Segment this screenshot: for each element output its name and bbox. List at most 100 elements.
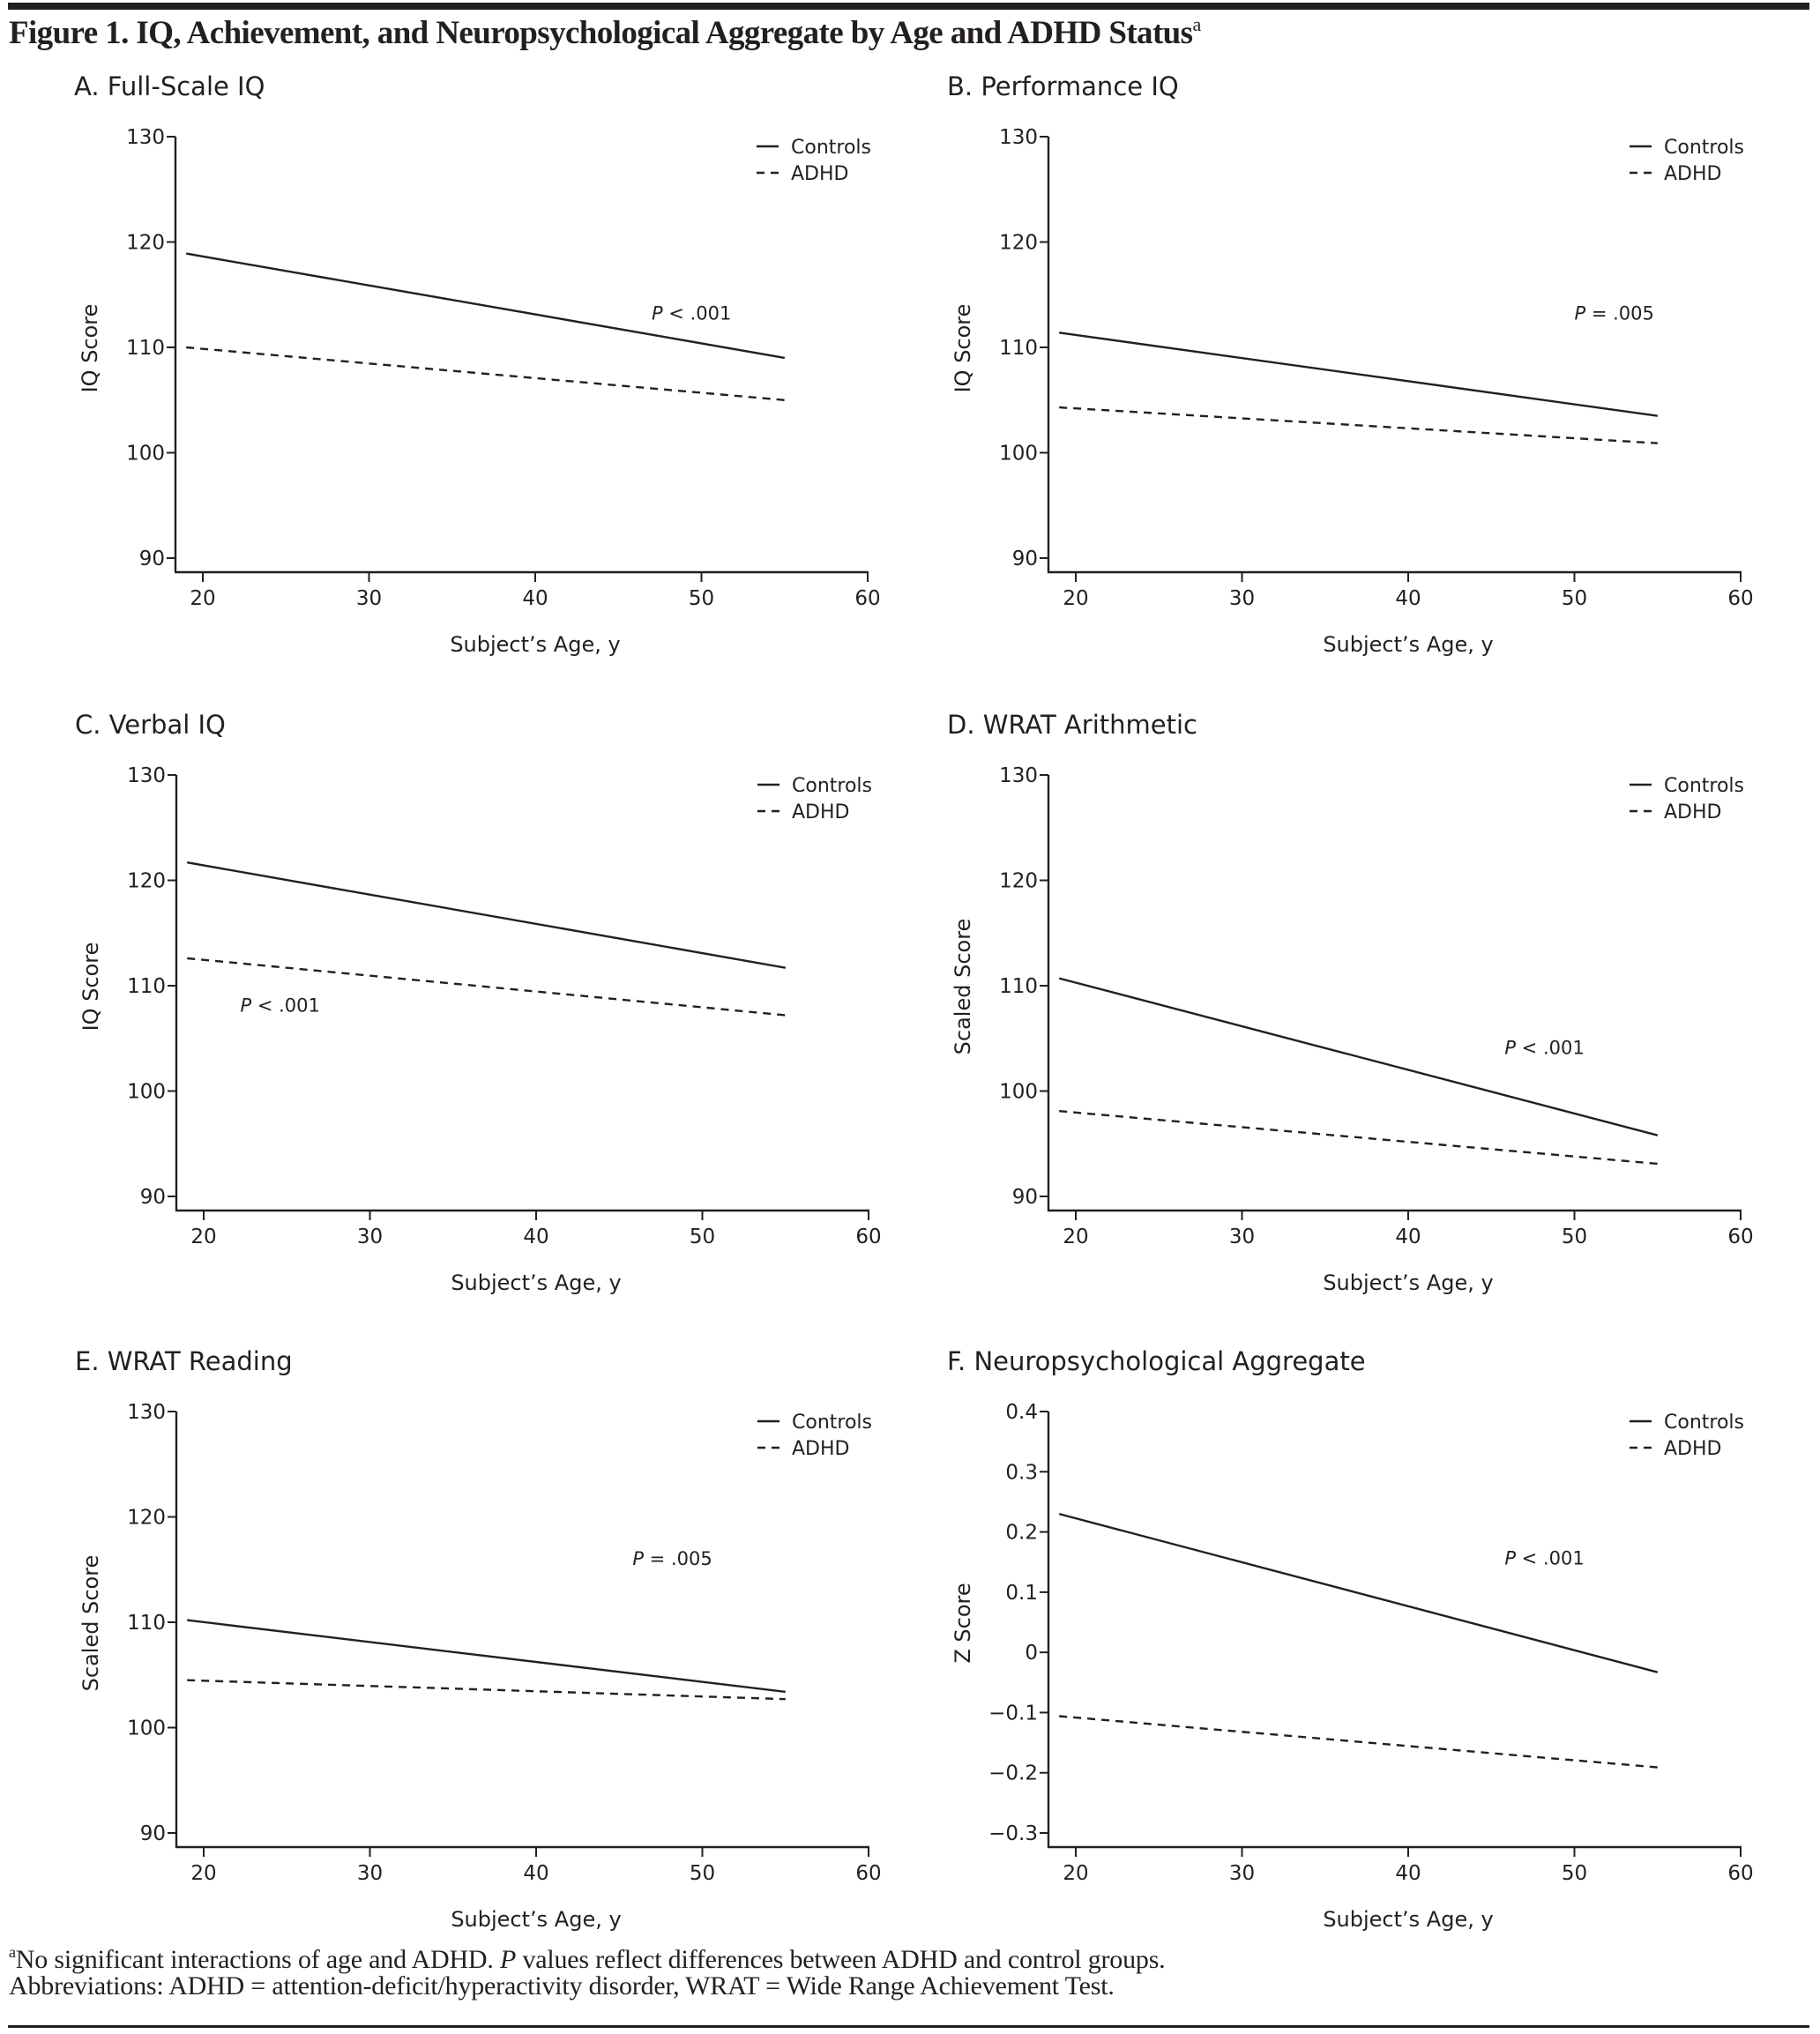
y-tick-label: −0.1 (988, 1702, 1038, 1725)
abbreviations: Abbreviations: ADHD = attention-deficit/… (9, 1971, 1115, 2000)
y-axis-label: Z Score (951, 1583, 975, 1663)
y-tick-label: 120 (126, 232, 165, 255)
series-line-controls (186, 861, 787, 969)
legend-label-adhd: ADHD (1664, 163, 1721, 185)
footnote: aNo significant interactions of age and … (9, 1943, 1166, 1975)
x-axis-label: Subject’s Age, y (451, 1270, 621, 1295)
x-tick-label: 40 (523, 1862, 548, 1885)
p-value-symbol: P (1575, 303, 1586, 324)
y-tick-label: 100 (127, 1717, 166, 1740)
x-tick-label: 60 (855, 1862, 881, 1885)
panel-title: D. WRAT Arithmetic (947, 710, 1197, 740)
p-value-symbol: P (632, 1548, 644, 1569)
y-tick-label: 130 (127, 764, 166, 787)
p-value-text: < .001 (663, 303, 732, 324)
y-tick-label: 0.2 (1005, 1522, 1038, 1545)
panel-e: E. WRAT Reading 90 100 110 120 130 20 30 40 50 60 S… (75, 1346, 882, 1932)
footnote-italic-p: P (500, 1945, 517, 1974)
footnote-text-2: values reflect differences between ADHD … (516, 1945, 1166, 1974)
legend-label-adhd: ADHD (792, 1438, 849, 1460)
x-tick-label: 30 (1229, 1862, 1255, 1885)
y-tick-label: 110 (126, 337, 165, 360)
p-value-annotation: P < .001 (652, 303, 731, 324)
x-tick-label: 50 (1562, 1226, 1587, 1248)
x-axis-label: Subject’s Age, y (1323, 632, 1493, 657)
x-tick-label: 60 (855, 1226, 881, 1248)
series-line-adhd (1059, 1110, 1658, 1166)
panel-title: C. Verbal IQ (75, 710, 226, 740)
p-value-annotation: P < .001 (1504, 1037, 1584, 1058)
x-tick-label: 60 (854, 587, 880, 610)
legend-label-adhd: ADHD (791, 163, 848, 185)
y-tick-label: 110 (127, 1612, 166, 1635)
y-tick-label: 90 (140, 1822, 166, 1845)
x-axis-label: Subject’s Age, y (1323, 1907, 1493, 1932)
legend-label-adhd: ADHD (792, 801, 849, 823)
y-tick-label: 100 (999, 1081, 1038, 1104)
bottom-rule (8, 2025, 1809, 2028)
y-tick-label: 0.4 (1005, 1401, 1038, 1424)
y-tick-label: 0 (1025, 1642, 1038, 1665)
x-tick-label: 60 (1727, 1226, 1753, 1248)
p-value-text: = .005 (1585, 303, 1654, 324)
p-value-annotation: P = .005 (632, 1548, 712, 1569)
x-tick-label: 50 (690, 1226, 715, 1248)
y-axis-label: Scaled Score (78, 1555, 103, 1692)
y-tick-label: 110 (127, 975, 166, 998)
footnote-marker: a (9, 1943, 16, 1961)
panel-d: D. WRAT Arithmetic 90 100 110 120 130 20 30 40 50… (947, 710, 1754, 1295)
panel-title: A. Full-Scale IQ (74, 71, 265, 101)
x-tick-label: 60 (1727, 1862, 1753, 1885)
x-tick-label: 20 (1063, 1226, 1088, 1248)
p-value-text: < .001 (251, 995, 320, 1017)
x-tick-label: 20 (1063, 587, 1088, 610)
y-tick-label: 120 (999, 232, 1038, 255)
panel-title: F. Neuropsychological Aggregate (947, 1346, 1366, 1376)
p-value-symbol: P (1504, 1547, 1516, 1568)
y-tick-label: 120 (127, 1507, 166, 1530)
x-tick-label: 50 (689, 587, 714, 610)
x-tick-label: 30 (356, 587, 382, 610)
y-tick-label: 90 (139, 548, 165, 570)
x-tick-label: 50 (1562, 587, 1587, 610)
legend-label-adhd: ADHD (1664, 1438, 1721, 1460)
series-line-adhd (186, 346, 785, 401)
x-tick-label: 50 (690, 1862, 715, 1885)
x-axis-label: Subject’s Age, y (1323, 1270, 1493, 1295)
legend-label-controls: Controls (791, 137, 871, 159)
series-line-controls (1059, 332, 1658, 417)
legend-label-controls: Controls (1664, 137, 1744, 159)
panel-a: A. Full-Scale IQ 90 100 110 120 130 20 30 40 50 60… (74, 71, 881, 657)
y-tick-label: 110 (999, 975, 1038, 998)
panel-f: F. Neuropsychological Aggregate −0.3 −0.2 −… (947, 1346, 1754, 1932)
y-tick-label: 100 (126, 443, 165, 466)
p-value-text: < .001 (1516, 1037, 1585, 1058)
panel-title: B. Performance IQ (947, 71, 1179, 101)
x-tick-label: 20 (1063, 1862, 1088, 1885)
p-value-annotation: P < .001 (1504, 1547, 1584, 1568)
legend-label-adhd: ADHD (1664, 801, 1721, 823)
y-tick-label: 90 (1012, 548, 1038, 570)
y-axis-label: Scaled Score (951, 919, 975, 1055)
p-value-annotation: P = .005 (1575, 303, 1654, 324)
figure-title-footnote-marker: a (1192, 13, 1201, 35)
y-axis-label: IQ Score (951, 304, 975, 393)
x-axis-label: Subject’s Age, y (451, 1907, 621, 1932)
x-tick-label: 30 (1229, 587, 1255, 610)
y-tick-label: 120 (999, 870, 1038, 893)
legend-label-controls: Controls (792, 1412, 872, 1434)
x-tick-label: 30 (357, 1226, 383, 1248)
y-axis-label: IQ Score (78, 942, 103, 1032)
x-tick-label: 30 (357, 1862, 383, 1885)
panel-title: E. WRAT Reading (75, 1346, 293, 1376)
p-value-annotation: P < .001 (240, 995, 319, 1017)
legend-label-controls: Controls (792, 775, 872, 797)
footnote-text-1: No significant interactions of age and A… (15, 1945, 500, 1974)
y-tick-label: 90 (140, 1186, 166, 1209)
series-line-controls (185, 252, 786, 360)
y-tick-label: 120 (127, 870, 166, 893)
figure-title-text: Figure 1. IQ, Achievement, and Neuropsyc… (9, 15, 1193, 51)
series-line-adhd (1059, 1715, 1658, 1769)
y-tick-label: 90 (1012, 1186, 1038, 1209)
